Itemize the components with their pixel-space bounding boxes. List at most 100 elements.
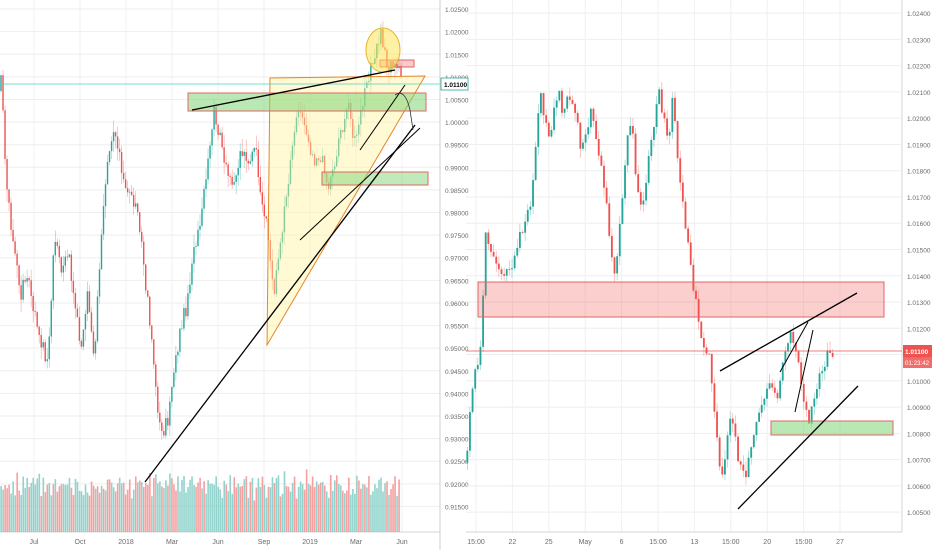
- volume-bar: [187, 487, 189, 532]
- y-tick-label: 0.99500: [445, 143, 469, 150]
- volume-bar: [370, 494, 372, 532]
- volume-bar: [112, 487, 115, 532]
- volume-bar: [159, 481, 161, 532]
- volume-bar: [364, 484, 366, 532]
- candle-body: [370, 63, 372, 81]
- candle-body: [723, 459, 726, 475]
- volume-bar: [56, 491, 59, 532]
- volume-bar: [2, 489, 4, 532]
- candle-body: [191, 263, 193, 285]
- volume-bar: [396, 495, 398, 532]
- candle-body: [311, 154, 314, 156]
- candle-body: [534, 146, 537, 181]
- volume-bar: [179, 491, 181, 532]
- candle-body: [157, 386, 159, 413]
- candle-body: [161, 422, 163, 431]
- candle-body: [28, 278, 30, 281]
- volume-bar: [52, 484, 55, 532]
- volume-bar: [132, 489, 135, 532]
- candle-body: [718, 437, 721, 467]
- candle-body: [253, 147, 255, 152]
- volume-bar: [362, 484, 364, 532]
- candle-body: [813, 398, 816, 407]
- candle-body: [574, 103, 577, 113]
- candle-body: [261, 192, 264, 205]
- candle-body: [666, 118, 669, 136]
- volume-bar: [386, 481, 388, 532]
- volume-bar: [76, 481, 79, 532]
- volume-bar: [82, 495, 85, 532]
- candle-body: [293, 132, 296, 146]
- volume-bar: [233, 477, 236, 532]
- candle-body: [40, 334, 42, 348]
- resistance-zone: [477, 281, 885, 318]
- candle-body: [72, 280, 75, 293]
- candle-body: [524, 221, 527, 233]
- candle-body: [18, 265, 20, 286]
- y-tick-label: 1.00800: [907, 431, 931, 438]
- volume-bar: [297, 486, 300, 532]
- volume-bar: [354, 493, 356, 532]
- candle-body: [243, 151, 245, 156]
- candle-body: [818, 373, 821, 390]
- candle-body: [313, 154, 316, 166]
- volume-bar: [271, 477, 274, 532]
- candle-body: [207, 158, 209, 180]
- x-tick-label: May: [579, 539, 593, 546]
- volume-bar: [44, 492, 47, 532]
- volume-bar: [34, 484, 37, 532]
- candle-body: [660, 89, 663, 113]
- y-tick-label: 1.02400: [907, 11, 931, 18]
- candle-body: [516, 247, 519, 256]
- candle-body: [58, 245, 60, 258]
- candle-body: [128, 191, 131, 193]
- volume-bar: [366, 487, 368, 532]
- candle-body: [469, 412, 471, 451]
- candle-body: [339, 130, 342, 139]
- y-tick-label: 0.96500: [445, 278, 469, 285]
- candle-body: [263, 204, 266, 217]
- candle-body: [595, 120, 598, 139]
- y-tick-label: 1.00900: [907, 405, 931, 412]
- volume-bar: [257, 478, 260, 532]
- candle-body: [147, 290, 149, 297]
- y-tick-label: 1.02200: [907, 64, 931, 71]
- candle-body: [358, 124, 360, 135]
- candle-body: [532, 180, 534, 207]
- candle-body: [84, 313, 87, 330]
- volume-bar: [339, 485, 342, 532]
- volume-bar: [46, 484, 49, 532]
- candle-body: [132, 195, 135, 207]
- volume-bar: [317, 484, 320, 532]
- x-tick-label: 20: [763, 539, 771, 546]
- volume-bar: [378, 479, 380, 532]
- resistance-zone: [187, 92, 427, 112]
- candle-body: [618, 223, 621, 257]
- y-tick-label: 1.00500: [445, 97, 469, 104]
- volume-bar: [201, 488, 203, 532]
- candle-body: [233, 182, 235, 185]
- candle-body: [629, 125, 632, 136]
- volume-bar: [269, 487, 272, 532]
- candle-body: [0, 75, 2, 92]
- volume-bar: [18, 490, 20, 532]
- candle-body: [579, 122, 582, 149]
- candle-body: [684, 201, 687, 229]
- candle-body: [537, 113, 540, 147]
- volume-bar: [42, 477, 45, 532]
- candle-body: [94, 341, 97, 354]
- candle-body: [592, 108, 595, 121]
- volume-bar: [14, 495, 16, 532]
- candle-body: [171, 386, 173, 402]
- x-tick-label: 15:00: [649, 539, 667, 546]
- candle-body: [173, 372, 175, 387]
- candle-body: [247, 160, 249, 164]
- volume-bar: [335, 475, 338, 532]
- candle-body: [521, 232, 524, 233]
- candle-body: [495, 256, 498, 264]
- candle-body: [605, 187, 608, 204]
- volume-bar: [90, 481, 93, 532]
- candle-body: [647, 156, 650, 183]
- y-tick-label: 0.98000: [445, 211, 469, 218]
